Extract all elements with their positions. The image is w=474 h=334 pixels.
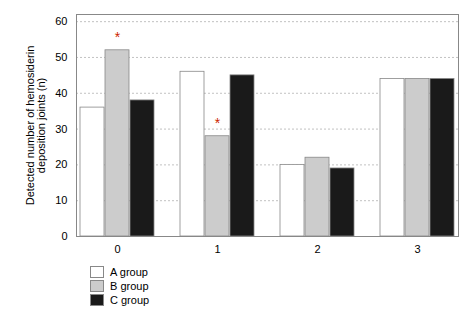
svg-text:20: 20: [55, 158, 67, 170]
svg-text:40: 40: [55, 87, 67, 99]
html-text:A group: A group: [110, 266, 148, 278]
svg-text:0: 0: [114, 243, 120, 255]
svg-text:50: 50: [55, 51, 67, 63]
svg-text:Detected number of hemosiderin: Detected number of hemosiderindeposition…: [24, 46, 47, 206]
svg-text:0: 0: [61, 230, 67, 242]
svg-text:2: 2: [314, 243, 320, 255]
svg-text:10: 10: [55, 194, 67, 206]
svg-text:30: 30: [55, 123, 67, 135]
html-text:B group: B group: [110, 280, 149, 292]
svg-text:*: *: [115, 29, 121, 45]
svg-text:*: *: [215, 115, 221, 131]
svg-text:1: 1: [214, 243, 220, 255]
html-text:C group: C group: [110, 294, 150, 306]
svg-text:60: 60: [55, 15, 67, 27]
svg-text:3: 3: [414, 243, 420, 255]
